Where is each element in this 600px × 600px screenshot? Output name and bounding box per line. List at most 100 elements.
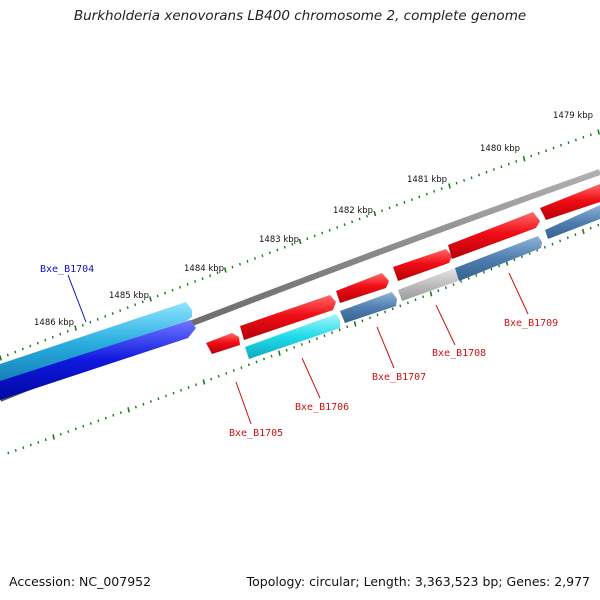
ruler-major-tick [522, 156, 526, 162]
ruler-minor-tick [521, 255, 523, 259]
accession-text: Accession: NC_007952 [9, 574, 152, 589]
ruler-minor-tick [507, 162, 510, 166]
ruler-major-tick [353, 321, 357, 327]
ruler-minor-tick [195, 383, 198, 387]
ruler-minor-tick [433, 190, 436, 193]
ruler-minor-tick [44, 338, 47, 342]
ruler-minor-tick [134, 405, 137, 409]
ruler-minor-tick [134, 303, 137, 307]
ruler-minor-tick [308, 340, 311, 343]
tick-label-1486: 1486 kbp [34, 318, 74, 328]
ruler-minor-tick [186, 283, 189, 286]
ruler-minor-tick [500, 165, 503, 169]
ruler-minor-tick [119, 411, 122, 414]
ruler-major-tick [223, 267, 227, 273]
ruler-minor-tick [551, 242, 554, 246]
ruler-minor-tick [321, 231, 324, 235]
figure-title: Burkholderia xenovorans LB400 chromosome… [73, 8, 527, 24]
ruler-minor-tick [104, 315, 107, 318]
ruler-minor-tick [361, 319, 364, 323]
ruler-minor-tick [331, 331, 334, 335]
ruler-minor-tick [537, 151, 540, 155]
ruler-minor-tick [437, 289, 440, 293]
ruler-minor-tick [351, 220, 354, 224]
gene-arrow-bxe-b1705[interactable] [206, 333, 240, 354]
ruler-major-tick [429, 291, 433, 297]
gene-arrow-red-4[interactable] [393, 249, 452, 281]
ruler-minor-tick [545, 149, 548, 153]
ruler-minor-tick [67, 430, 70, 433]
ruler-minor-tick [560, 143, 562, 147]
ruler-minor-tick [440, 187, 443, 190]
gene-arrow-red-2[interactable] [240, 295, 336, 340]
tick-label-1481: 1481 kbp [407, 175, 447, 185]
ruler-minor-tick [452, 283, 455, 286]
gene-bar-cyan-bxe-b1706[interactable] [245, 314, 340, 359]
ruler-minor-tick [112, 413, 115, 417]
ruler-minor-tick [225, 372, 228, 375]
gene-bar-outer-cyan[interactable] [0, 302, 192, 382]
ruler-minor-tick [210, 377, 213, 381]
ruler-minor-tick [384, 310, 387, 314]
ruler-minor-tick [388, 206, 391, 210]
gene-label-bxe-b1705[interactable]: Bxe_B1705 [229, 428, 283, 439]
leader-line-bxe-b1707 [376, 326, 395, 369]
ruler-minor-tick [89, 422, 92, 425]
ruler-minor-tick [338, 328, 341, 332]
ruler-minor-tick [376, 313, 379, 317]
ruler-minor-tick [300, 343, 303, 346]
gene-arrow-red-6[interactable] [540, 184, 600, 220]
ruler-minor-tick [293, 346, 296, 349]
ruler-minor-tick [232, 369, 235, 372]
tick-label-1482: 1482 kbp [333, 206, 373, 216]
ruler-minor-tick [566, 236, 569, 240]
ruler-minor-tick [543, 245, 546, 249]
ruler-minor-tick [97, 419, 100, 423]
ruler-minor-tick [306, 237, 309, 241]
leader-line-bxe-b1705 [235, 381, 252, 425]
ruler-minor-tick [37, 441, 40, 444]
gene-bar-steel-right[interactable] [545, 205, 600, 239]
ruler-minor-tick [253, 257, 256, 260]
ruler-minor-tick [179, 285, 182, 289]
ruler-major-tick [581, 228, 585, 235]
ruler-major-tick [74, 325, 77, 331]
tick-label-1484: 1484 kbp [184, 264, 224, 274]
gene-label-bxe-b1704[interactable]: Bxe_B1704 [40, 264, 94, 275]
ruler-minor-tick [74, 427, 77, 431]
gene-bar-steel-bxe-b1707[interactable] [340, 292, 397, 323]
ruler-minor-tick [201, 277, 204, 280]
ruler-minor-tick [530, 154, 533, 158]
ruler-minor-tick [59, 432, 62, 436]
ruler-major-tick [127, 407, 130, 413]
ruler-labels: 1479 kbp 1480 kbp 1481 kbp 1482 kbp 1483… [34, 111, 593, 328]
ruler-minor-tick [513, 258, 516, 262]
genome-summary-text: Topology: circular; Length: 3,363,523 bp… [246, 574, 590, 589]
ruler-major-tick [597, 129, 600, 135]
ruler-minor-tick [418, 195, 421, 199]
ruler-major-tick [52, 434, 55, 440]
ruler-minor-tick [156, 294, 159, 298]
tick-label-1483: 1483 kbp [259, 235, 299, 245]
ruler-minor-tick [574, 233, 577, 236]
ruler-minor-tick [59, 332, 62, 336]
ruler-major-tick [298, 238, 302, 245]
tick-label-1485: 1485 kbp [109, 291, 149, 301]
gene-bar-steel-bxe-b1709[interactable] [455, 236, 542, 281]
ruler-minor-tick [323, 334, 326, 338]
ruler-minor-tick [268, 251, 271, 255]
gene-label-bxe-b1709[interactable]: Bxe_B1709 [504, 318, 558, 329]
gene-label-bxe-b1707[interactable]: Bxe_B1707 [372, 372, 426, 383]
gene-arrow-red-3[interactable] [336, 273, 389, 303]
gene-label-bxe-b1706[interactable]: Bxe_B1706 [295, 402, 349, 413]
ruler-minor-tick [414, 298, 417, 302]
ruler-major-tick [202, 379, 206, 385]
gene-label-bxe-b1708[interactable]: Bxe_B1708 [432, 348, 486, 359]
gene-bar-outer-blue[interactable] [0, 320, 196, 400]
ruler-minor-tick [567, 141, 570, 144]
gene-arrow-red-5[interactable] [448, 212, 540, 259]
gene-bar-gray-bxe-b1708[interactable] [398, 268, 460, 301]
ruler-minor-tick [381, 209, 383, 213]
ruler-minor-tick [582, 135, 585, 139]
